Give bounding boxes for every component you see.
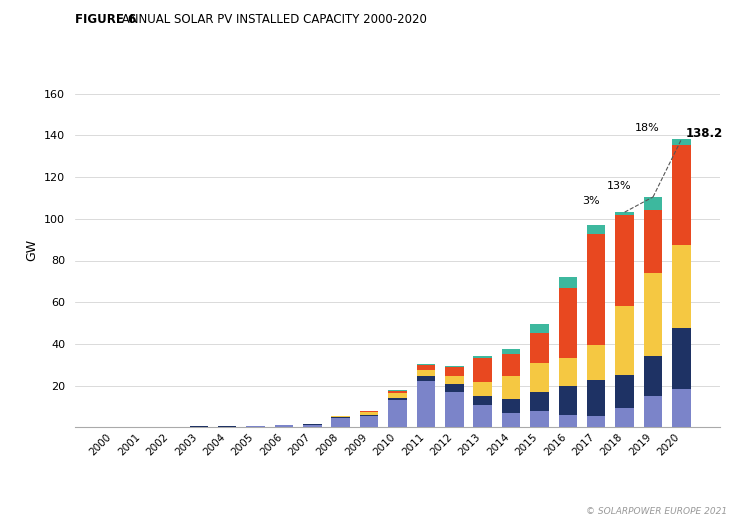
Bar <box>473 396 492 405</box>
Bar <box>502 399 520 413</box>
Bar <box>473 405 492 427</box>
Bar <box>644 273 662 356</box>
Bar <box>559 386 577 415</box>
Bar <box>445 367 464 376</box>
Text: 18%: 18% <box>635 123 660 133</box>
Bar <box>530 363 549 392</box>
Bar <box>502 376 520 399</box>
Bar <box>672 245 691 328</box>
Bar <box>672 389 691 427</box>
Bar <box>559 277 577 288</box>
Bar <box>530 392 549 411</box>
Bar <box>502 349 520 354</box>
Bar <box>417 381 435 427</box>
Bar <box>303 425 322 427</box>
Bar <box>530 411 549 427</box>
Bar <box>417 370 435 376</box>
Bar <box>332 416 350 417</box>
Bar <box>644 356 662 396</box>
Bar <box>388 398 406 400</box>
Bar <box>445 392 464 427</box>
Bar <box>616 375 634 408</box>
Bar <box>672 145 691 245</box>
Bar <box>672 139 691 145</box>
Bar <box>445 366 464 367</box>
Bar <box>388 400 406 427</box>
Bar <box>644 396 662 427</box>
Bar <box>445 376 464 384</box>
Bar <box>530 333 549 363</box>
Text: FIGURE 6: FIGURE 6 <box>75 13 136 26</box>
Bar <box>445 384 464 392</box>
Y-axis label: GW: GW <box>26 239 38 261</box>
Bar <box>672 328 691 389</box>
Bar <box>616 408 634 427</box>
Bar <box>644 197 662 210</box>
Bar <box>530 324 549 333</box>
Bar <box>559 288 577 358</box>
Bar <box>644 210 662 273</box>
Text: © SOLARPOWER EUROPE 2021: © SOLARPOWER EUROPE 2021 <box>586 507 728 516</box>
Bar <box>587 345 605 380</box>
Bar <box>360 416 378 427</box>
Bar <box>274 425 293 427</box>
Bar <box>246 426 265 427</box>
Bar <box>473 382 492 396</box>
Bar <box>502 413 520 427</box>
Bar <box>360 412 378 415</box>
Bar <box>388 393 406 398</box>
Text: 138.2: 138.2 <box>686 127 723 140</box>
Bar <box>587 234 605 345</box>
Bar <box>332 417 350 418</box>
Bar <box>587 380 605 416</box>
Bar <box>360 415 378 416</box>
Bar <box>388 391 406 393</box>
Bar <box>417 365 435 370</box>
Text: 3%: 3% <box>582 196 599 206</box>
Bar <box>473 358 492 382</box>
Bar <box>360 411 378 412</box>
Text: 13%: 13% <box>607 181 631 191</box>
Bar <box>417 364 435 365</box>
Bar <box>559 415 577 427</box>
Bar <box>332 418 350 427</box>
Bar <box>616 212 634 215</box>
Bar <box>587 416 605 427</box>
Bar <box>587 225 605 234</box>
Text: ANNUAL SOLAR PV INSTALLED CAPACITY 2000-2020: ANNUAL SOLAR PV INSTALLED CAPACITY 2000-… <box>118 13 427 26</box>
Bar <box>616 215 634 306</box>
Bar <box>417 376 435 381</box>
Bar <box>473 356 492 358</box>
Bar <box>559 358 577 386</box>
Bar <box>616 306 634 375</box>
Bar <box>502 354 520 376</box>
